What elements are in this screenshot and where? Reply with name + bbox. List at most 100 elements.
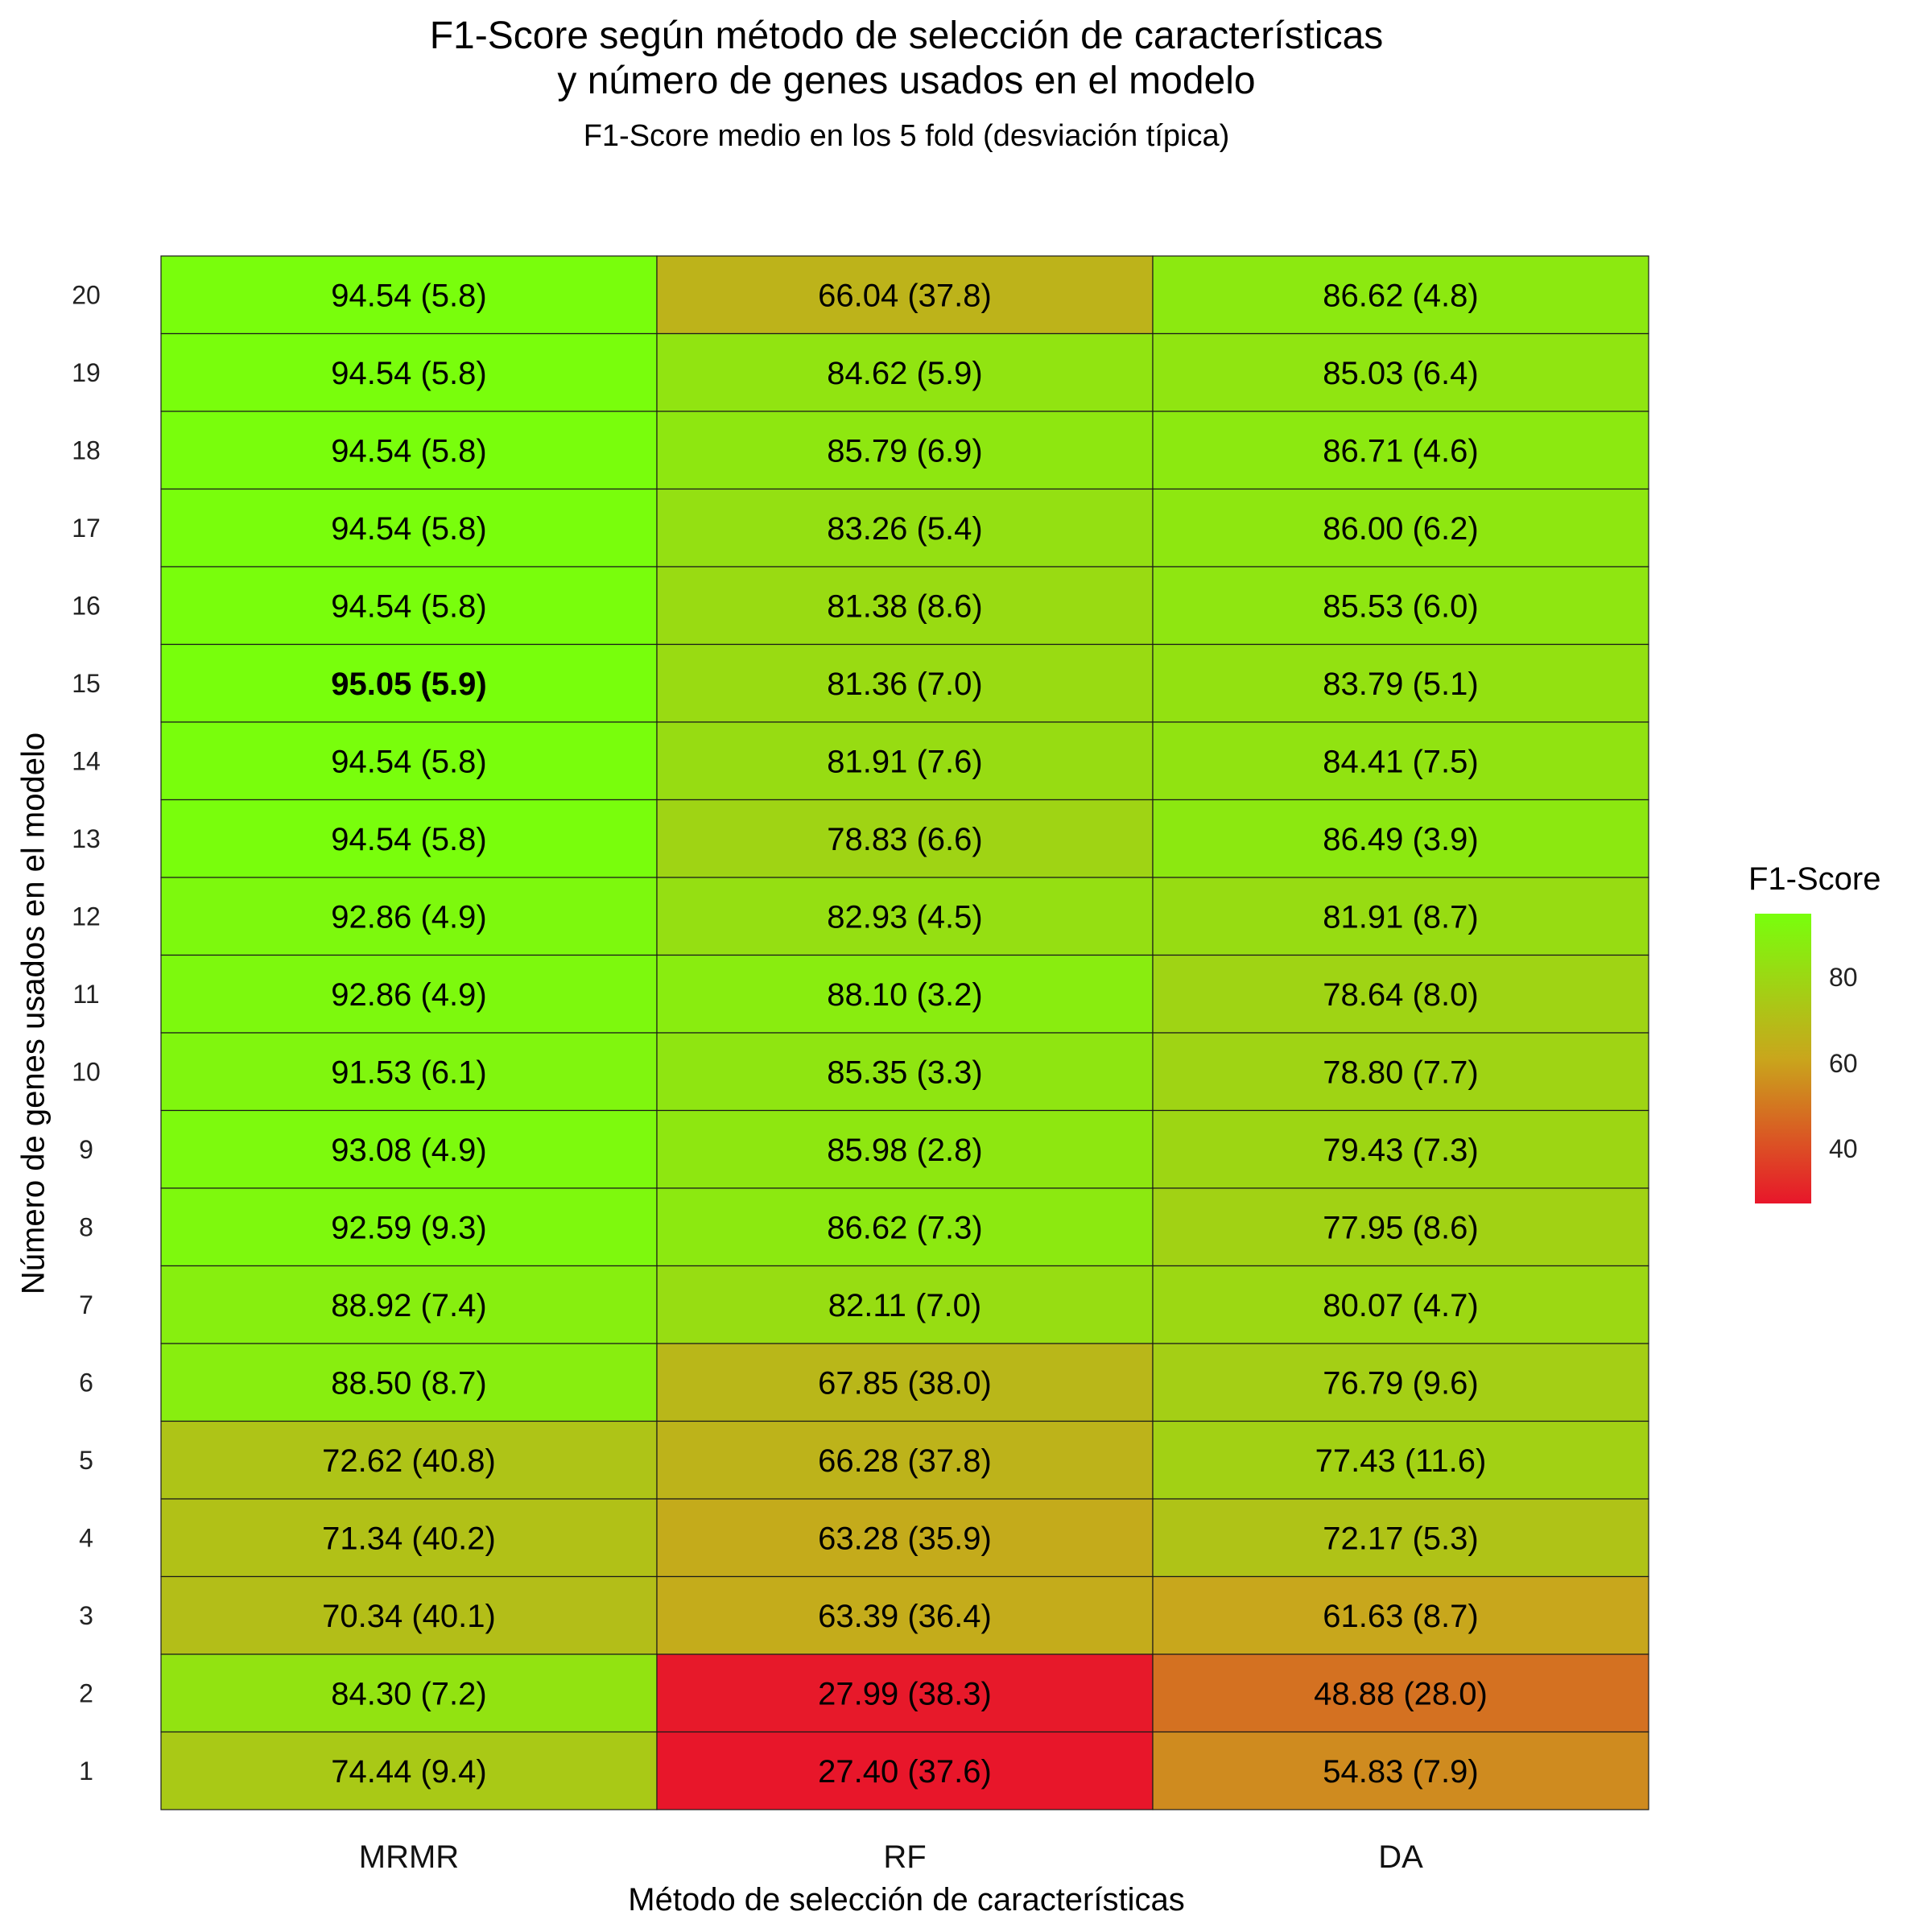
heatmap-cell [656, 1653, 1154, 1733]
heatmap-cell [1152, 721, 1649, 801]
cell-label: 66.04 (37.8) [818, 278, 992, 313]
cell-label: 61.63 (8.7) [1323, 1599, 1478, 1634]
heatmap-cell [656, 954, 1154, 1034]
cell-label: 84.30 (7.2) [331, 1676, 486, 1711]
heatmap-cell [160, 1032, 658, 1112]
cell-label: 86.71 (4.6) [1323, 433, 1478, 469]
x-tick-label: RF [883, 1839, 926, 1875]
cell-label: 86.62 (4.8) [1323, 278, 1478, 313]
y-tick-label: 11 [72, 980, 99, 1009]
heatmap-cell [1152, 1032, 1649, 1112]
heatmap-cell [1152, 1109, 1649, 1189]
y-tick-label: 14 [72, 746, 101, 775]
heatmap-cell [1152, 488, 1649, 568]
cell-label: 81.36 (7.0) [827, 667, 982, 702]
y-tick-label: 18 [72, 436, 101, 464]
cell-label: 94.54 (5.8) [331, 822, 486, 857]
cell-label: 72.62 (40.8) [322, 1443, 496, 1479]
y-tick-label: 12 [72, 902, 101, 931]
heatmap-cell [1152, 799, 1649, 878]
cell-label: 88.92 (7.4) [331, 1288, 486, 1323]
heatmap-cell [160, 721, 658, 801]
y-tick-label: 15 [72, 669, 101, 698]
heatmap-cell [160, 1420, 658, 1500]
heatmap-cell [1152, 877, 1649, 956]
cell-label: 79.43 (7.3) [1323, 1133, 1478, 1168]
cell-label: 78.83 (6.6) [827, 822, 982, 857]
heatmap-cell [1152, 1420, 1649, 1500]
cell-label: 80.07 (4.7) [1323, 1288, 1478, 1323]
heatmap-cell [160, 643, 658, 723]
chart-title-line-2: y número de genes usados en el modelo [557, 60, 1256, 102]
heatmap-cell [1152, 1731, 1649, 1810]
heatmap-cell [656, 1032, 1154, 1112]
cell-label: 88.50 (8.7) [331, 1365, 486, 1401]
heatmap-cell [1152, 1265, 1649, 1344]
y-tick-label: 20 [72, 280, 101, 309]
heatmap-cell [160, 566, 658, 646]
cell-label: 84.62 (5.9) [827, 356, 982, 391]
heatmap-cell [160, 799, 658, 878]
cell-label: 85.79 (6.9) [827, 433, 982, 469]
cell-label: 95.05 (5.9) [331, 667, 486, 702]
cell-label: 78.80 (7.7) [1323, 1055, 1478, 1090]
cell-label: 81.91 (8.7) [1323, 899, 1478, 935]
x-axis-label: Método de selección de características [628, 1882, 1185, 1918]
cell-label: 92.86 (4.9) [331, 899, 486, 935]
chart-title-line-1: F1-Score según método de selección de ca… [429, 14, 1384, 57]
cell-label: 94.54 (5.8) [331, 744, 486, 779]
x-tick-label: MRMR [359, 1839, 459, 1875]
heatmap-cell [160, 1109, 658, 1189]
cell-label: 85.03 (6.4) [1323, 356, 1478, 391]
cell-label: 63.28 (35.9) [818, 1521, 992, 1556]
heatmap-cell [160, 411, 658, 490]
heatmap-cell [656, 1498, 1154, 1578]
chart-subtitle: F1-Score medio en los 5 fold (desviación… [583, 119, 1230, 153]
cell-label: 82.93 (4.5) [827, 899, 982, 935]
heatmap-cell [1152, 1498, 1649, 1578]
heatmap-cell [656, 799, 1154, 878]
heatmap-cell [656, 1420, 1154, 1500]
heatmap-cell [160, 1731, 658, 1810]
cell-label: 93.08 (4.9) [331, 1133, 486, 1168]
cell-label: 94.54 (5.8) [331, 511, 486, 547]
cell-label: 94.54 (5.8) [331, 433, 486, 469]
heatmap-cell [656, 488, 1154, 568]
cell-label: 72.17 (5.3) [1323, 1521, 1478, 1556]
heatmap-cell [160, 1653, 658, 1733]
cell-label: 83.26 (5.4) [827, 511, 982, 547]
y-tick-label: 9 [79, 1135, 93, 1164]
y-tick-label: 19 [72, 358, 101, 387]
heatmap-cell [656, 566, 1154, 646]
cell-label: 84.41 (7.5) [1323, 744, 1478, 779]
heatmap-cell [160, 1343, 658, 1422]
cell-label: 86.62 (7.3) [827, 1210, 982, 1245]
legend-tick-mark [1811, 1148, 1821, 1150]
cell-label: 77.43 (11.6) [1315, 1443, 1487, 1479]
cell-label: 91.53 (6.1) [331, 1055, 486, 1090]
heatmap-cell [160, 1575, 658, 1655]
cell-label: 71.34 (40.2) [322, 1521, 496, 1556]
cell-label: 27.99 (38.3) [818, 1676, 992, 1711]
y-tick-label: 7 [79, 1290, 93, 1319]
cell-label: 63.39 (36.4) [818, 1599, 992, 1634]
cell-label: 27.40 (37.6) [818, 1754, 992, 1790]
y-tick-label: 8 [79, 1212, 93, 1241]
y-tick-label: 1 [79, 1757, 93, 1785]
cell-label: 67.85 (38.0) [818, 1365, 992, 1401]
heatmap-cell [1152, 566, 1649, 646]
cell-label: 85.35 (3.3) [827, 1055, 982, 1090]
legend-tick-mark [1811, 1063, 1821, 1065]
y-tick-label: 6 [79, 1368, 93, 1397]
legend-tick-label: 40 [1829, 1133, 1858, 1163]
heatmap-cell [160, 877, 658, 956]
heatmap-cell [1152, 643, 1649, 723]
cell-label: 77.95 (8.6) [1323, 1210, 1478, 1245]
heatmap-cell [1152, 954, 1649, 1034]
cell-label: 85.53 (6.0) [1323, 588, 1478, 624]
heatmap-cell [656, 1187, 1154, 1267]
heatmap-cell [160, 954, 658, 1034]
x-tick-label: DA [1378, 1839, 1423, 1875]
y-tick-label: 17 [72, 514, 101, 543]
cell-label: 81.91 (7.6) [827, 744, 982, 779]
